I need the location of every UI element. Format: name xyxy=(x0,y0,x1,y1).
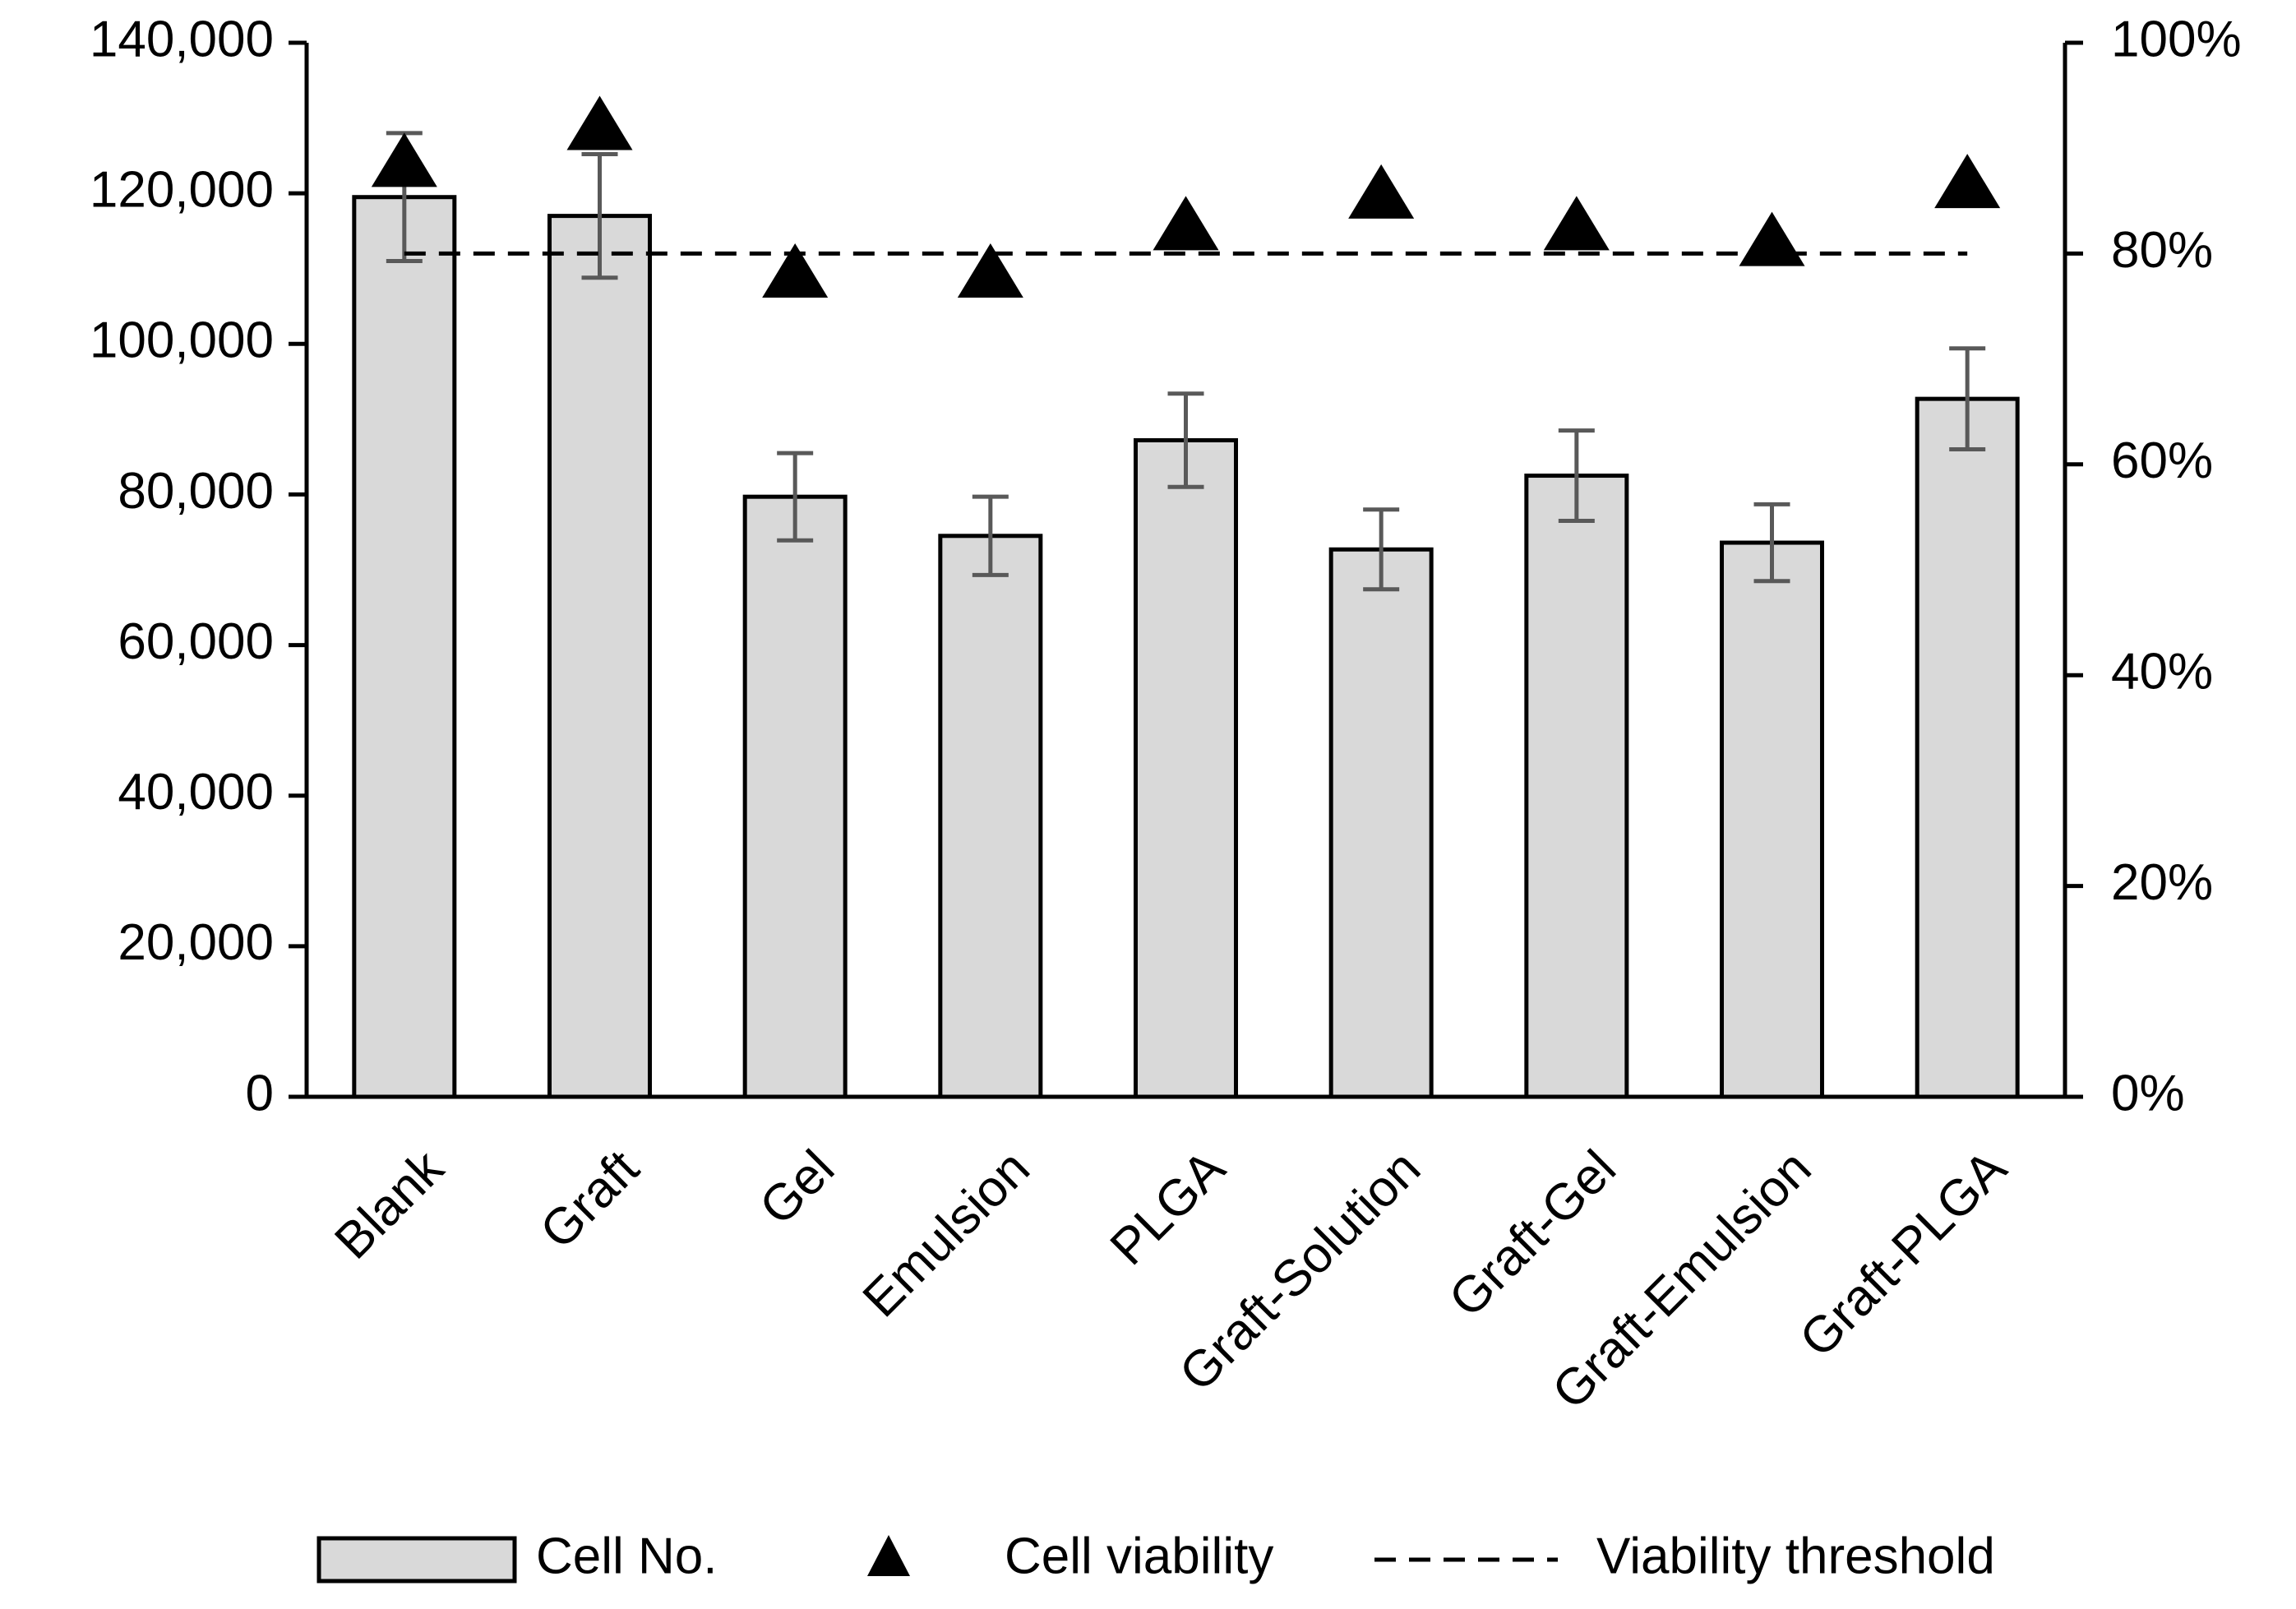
legend-label-cell-no: Cell No. xyxy=(536,1528,718,1584)
x-tick-label-gel: Gel xyxy=(749,1140,845,1236)
viability-marker-graft-solution xyxy=(1348,164,1415,219)
bar-plga xyxy=(1134,437,1238,1099)
viability-marker-blank xyxy=(371,132,437,187)
bar-blank xyxy=(352,195,457,1099)
error-bar-graft xyxy=(581,152,618,280)
left-tick-label: 60,000 xyxy=(118,613,274,670)
error-bar-graft-gel xyxy=(1558,428,1595,523)
bar-graft xyxy=(547,214,652,1099)
bar-graft-gel xyxy=(1524,474,1629,1099)
x-tick-label-blank: Blank xyxy=(324,1140,455,1270)
x-tick-label-graft-gel: Graft-Gel xyxy=(1439,1140,1627,1328)
bar-graft-emulsion xyxy=(1720,540,1824,1099)
x-tick-label-graft-plga: Graft-PLGA xyxy=(1789,1140,2017,1368)
left-tick-label: 100,000 xyxy=(90,312,274,369)
viability-marker-graft-gel xyxy=(1543,196,1610,251)
viability-marker-plga xyxy=(1153,196,1219,251)
error-bar-gel xyxy=(777,451,814,543)
viability-marker-graft-emulsion xyxy=(1739,211,1805,266)
legend-label-cell-viability: Cell viability xyxy=(1005,1528,1273,1584)
left-tick-label: 40,000 xyxy=(118,764,274,821)
error-bar-graft-plga xyxy=(1949,346,1986,451)
x-tick-label-plga: PLGA xyxy=(1100,1140,1236,1276)
right-tick-label: 20% xyxy=(2111,854,2213,911)
bars-layer xyxy=(352,195,2020,1099)
x-tick-label-emulsion: Emulsion xyxy=(852,1140,1041,1328)
legend-marker-cell-viability xyxy=(867,1535,910,1576)
viability-marker-graft xyxy=(566,95,633,150)
viability-marker-graft-plga xyxy=(1934,154,2001,209)
x-tick-label-graft: Graft xyxy=(529,1140,649,1260)
axes-layer: 0 20,000 40,000 60,000 80,000 100,000 120,000 1… xyxy=(90,11,2242,1121)
left-tick-label: 120,000 xyxy=(90,162,274,219)
error-bar-plga xyxy=(1167,391,1204,489)
error-bar-graft-emulsion xyxy=(1753,502,1790,584)
bar-graft-plga xyxy=(1915,396,2020,1099)
left-tick-label: 140,000 xyxy=(90,11,274,67)
legend: Cell No. Cell viability Viability threshol… xyxy=(316,1528,1995,1584)
right-tick-label: 60% xyxy=(2111,432,2213,489)
bar-emulsion xyxy=(938,534,1043,1099)
right-tick-label: 80% xyxy=(2111,222,2213,279)
error-bar-graft-solution xyxy=(1363,507,1400,592)
legend-swatch-cell-no xyxy=(316,1536,517,1584)
markers-layer xyxy=(371,95,2001,298)
left-tick-label: 20,000 xyxy=(118,914,274,971)
right-tick-label: 0% xyxy=(2111,1065,2185,1121)
left-tick-label: 0 xyxy=(246,1065,274,1121)
left-tick-label: 80,000 xyxy=(118,463,274,520)
right-tick-label: 100% xyxy=(2111,11,2242,67)
bar-gel xyxy=(742,494,848,1099)
legend-label-viability-threshold: Viability threshold xyxy=(1596,1528,1995,1584)
viability-marker-emulsion xyxy=(957,243,1023,298)
viability-marker-gel xyxy=(762,243,829,298)
right-tick-label: 40% xyxy=(2111,644,2213,700)
bar-graft-solution xyxy=(1328,547,1434,1099)
error-bar-emulsion xyxy=(972,494,1009,577)
error-bars-layer xyxy=(386,131,1986,592)
